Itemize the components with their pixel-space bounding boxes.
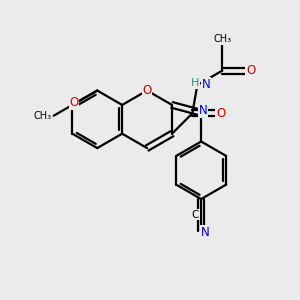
Text: N: N	[201, 226, 209, 239]
Text: CH₃: CH₃	[34, 111, 52, 121]
Text: O: O	[216, 107, 225, 120]
Text: CH₃: CH₃	[213, 34, 231, 44]
Text: N: N	[202, 78, 210, 91]
Text: O: O	[246, 64, 255, 77]
Text: N: N	[199, 104, 208, 117]
Text: H: H	[191, 78, 200, 88]
Text: O: O	[142, 84, 152, 97]
Text: O: O	[69, 96, 79, 109]
Text: C: C	[192, 210, 199, 220]
